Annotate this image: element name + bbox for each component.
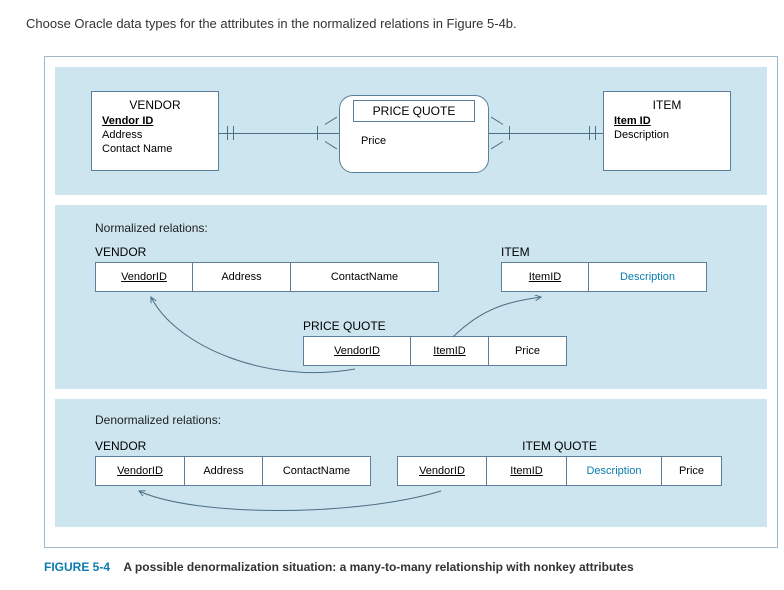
entity-item-attr1: Description (604, 128, 730, 142)
entity-item-title: ITEM (604, 92, 730, 114)
card-bar-assoc-left (317, 126, 318, 140)
entity-vendor-title: VENDOR (92, 92, 218, 114)
figure-caption: FIGURE 5-4 A possible denormalization si… (44, 560, 634, 574)
figure-frame: VENDOR Vendor ID Address Contact Name IT… (44, 56, 778, 548)
card-bar-item-1 (589, 126, 590, 140)
entity-price-quote-attr: Price (361, 135, 386, 147)
panel-erd: VENDOR Vendor ID Address Contact Name IT… (55, 67, 767, 195)
entity-vendor-key: Vendor ID (92, 114, 218, 128)
erd-line-right (489, 133, 603, 134)
card-bar-vendor-2 (233, 126, 234, 140)
entity-item: ITEM Item ID Description (603, 91, 731, 171)
question-text: Choose Oracle data types for the attribu… (26, 16, 517, 31)
entity-vendor-attr1: Address (92, 128, 218, 142)
figure-label: FIGURE 5-4 (44, 560, 110, 574)
entity-price-quote-title: PRICE QUOTE (353, 100, 475, 122)
entity-item-key: Item ID (604, 114, 730, 128)
crowfoot-right-icon (489, 124, 503, 142)
fk-arrows-normalized (55, 205, 769, 389)
card-bar-item-2 (595, 126, 596, 140)
card-bar-vendor-1 (227, 126, 228, 140)
panel-normalized: Normalized relations: VENDOR VendorID Ad… (55, 205, 767, 389)
card-bar-assoc-right (509, 126, 510, 140)
panel-denormalized: Denormalized relations: VENDOR VendorID … (55, 399, 767, 527)
entity-vendor: VENDOR Vendor ID Address Contact Name (91, 91, 219, 171)
crowfoot-left-icon (325, 124, 339, 142)
erd-line-left (219, 133, 339, 134)
entity-vendor-attr2: Contact Name (92, 142, 218, 156)
figure-caption-text: A possible denormalization situation: a … (123, 560, 633, 574)
entity-price-quote: PRICE QUOTE Price (339, 95, 489, 173)
fk-arrows-denormalized (55, 399, 769, 527)
